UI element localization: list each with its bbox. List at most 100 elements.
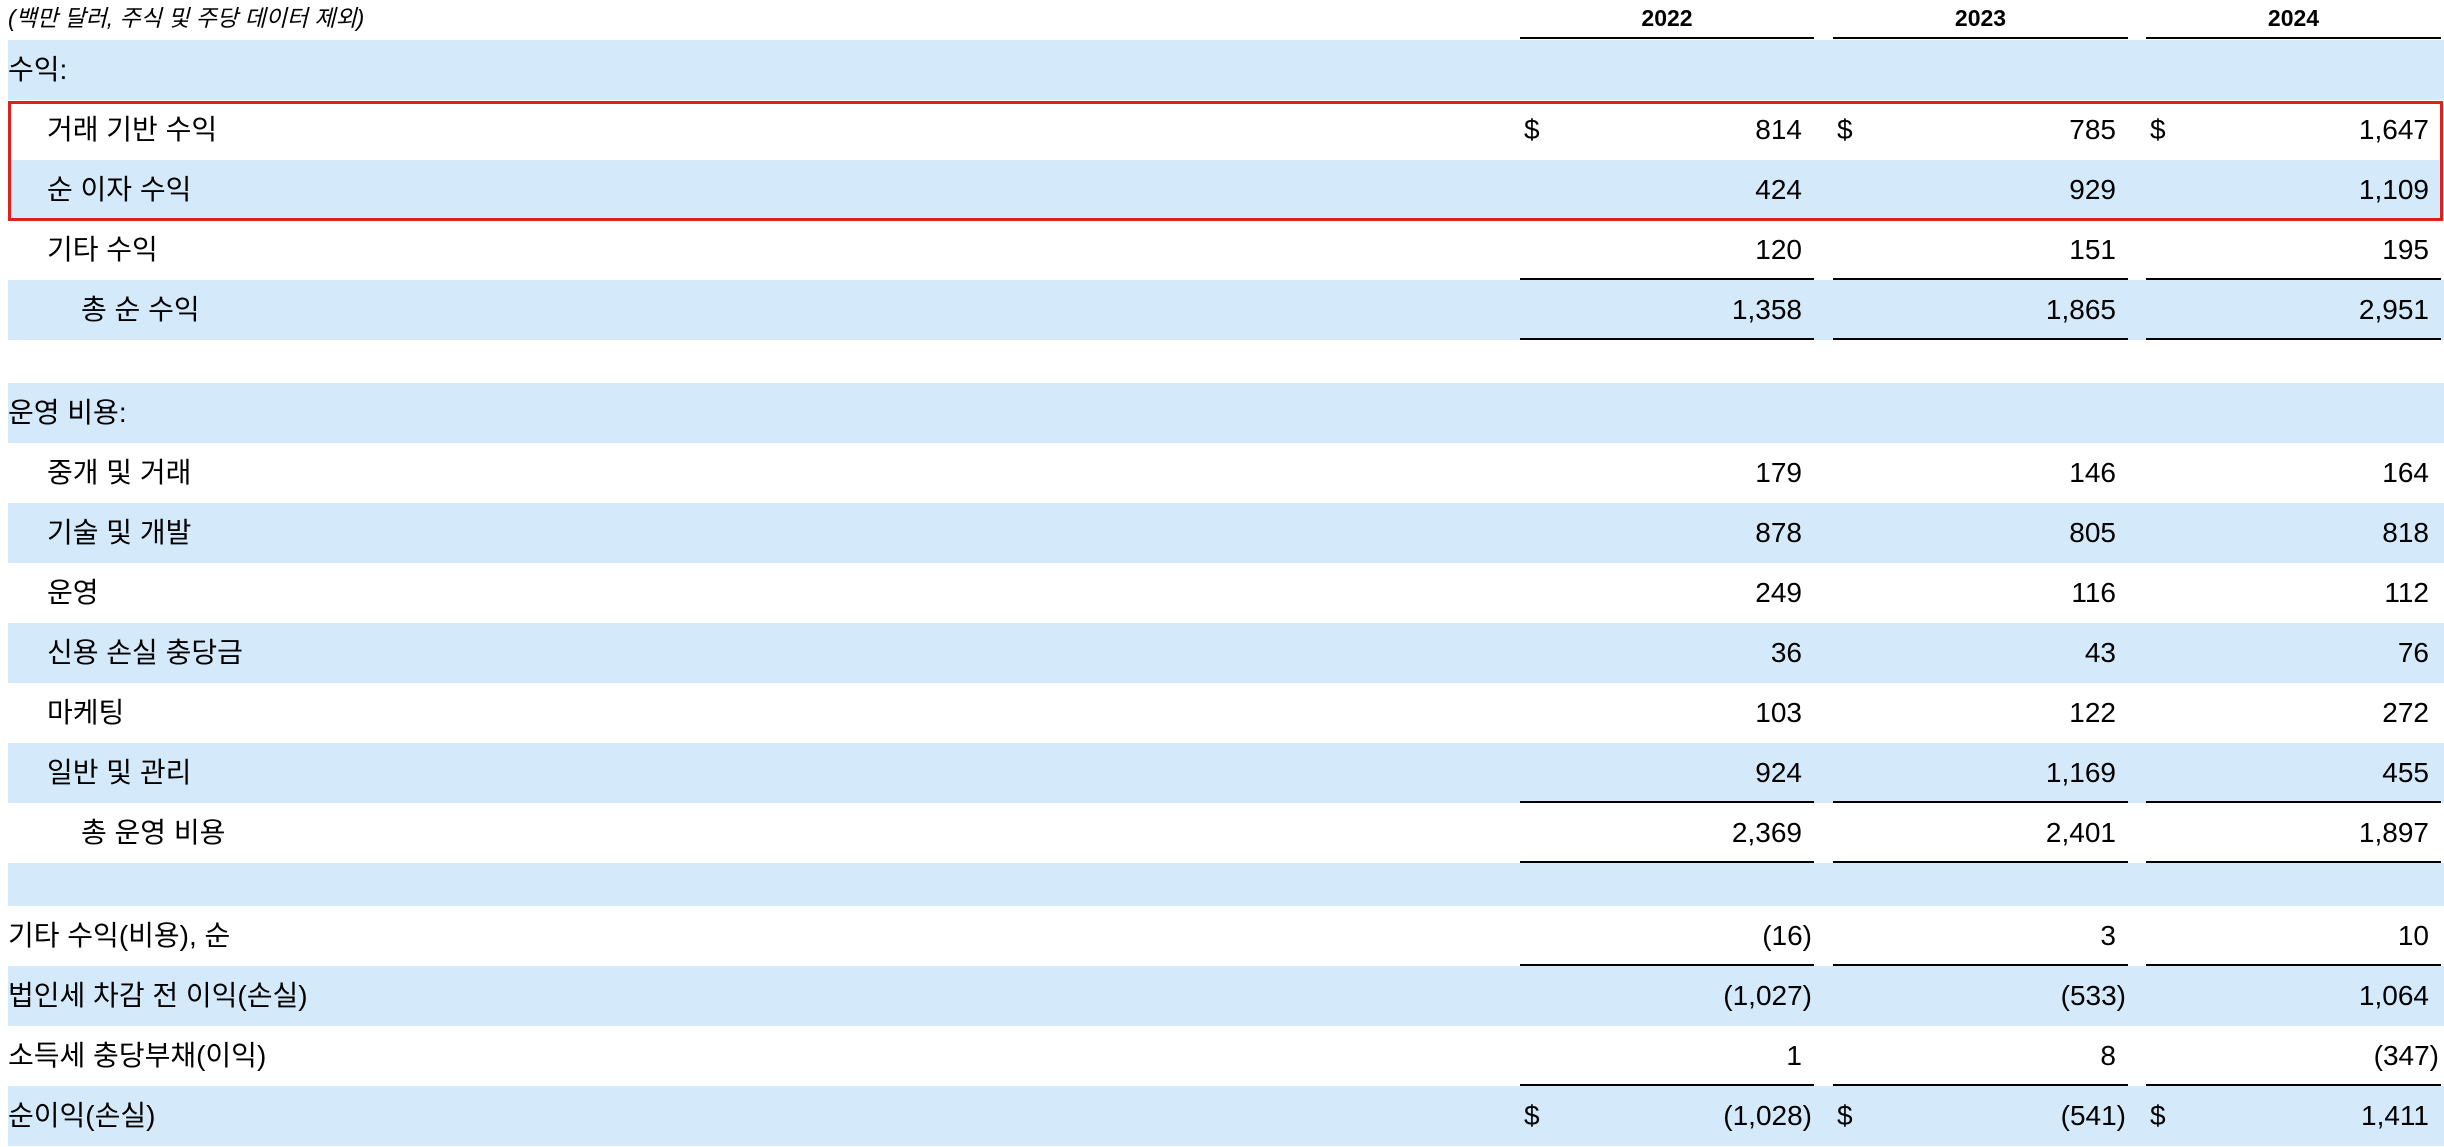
- total-rule: [1833, 1084, 2128, 1086]
- cell-value: 1,897: [2358, 817, 2429, 848]
- cell-value: 929: [2069, 174, 2116, 205]
- total-rule: [1833, 278, 2128, 280]
- row-label: 마케팅: [47, 697, 125, 728]
- cell-value: (347): [2373, 1040, 2439, 1071]
- total-rule: [1520, 278, 1814, 280]
- cell-value: 120: [1755, 234, 1802, 265]
- cell-value: 805: [2069, 517, 2116, 548]
- row-label: 총 순 수익: [81, 294, 200, 325]
- total-rule: [2146, 1084, 2441, 1086]
- cell-value: 924: [1755, 757, 1802, 788]
- row-shading: [8, 966, 2444, 1026]
- cell-value: 43: [2084, 637, 2116, 668]
- total-rule: [2146, 861, 2441, 863]
- row-label: 운영 비용:: [8, 397, 127, 428]
- row-shading: [8, 623, 2444, 683]
- currency-symbol: $: [2150, 114, 2166, 145]
- total-rule: [2146, 964, 2441, 966]
- spacer-row: [8, 863, 2444, 906]
- cell-value: 2,369: [1731, 817, 1802, 848]
- total-rule: [2146, 801, 2441, 803]
- cell-value: 76: [2397, 637, 2429, 668]
- row-label: 운영: [47, 577, 99, 608]
- cell-value: 164: [2382, 457, 2429, 488]
- cell-value: 1,109: [2358, 174, 2429, 205]
- row-label: 수익:: [8, 54, 68, 85]
- header-rule: [1520, 37, 1814, 39]
- cell-value: 8: [2100, 1040, 2116, 1071]
- row-shading: [8, 743, 2444, 803]
- cell-value: 116: [2071, 577, 2116, 608]
- cell-value: 2,951: [2358, 294, 2429, 325]
- row-label: 총 운영 비용: [81, 817, 226, 848]
- cell-value: 10: [2397, 920, 2429, 951]
- year-heading: 2023: [1954, 5, 2007, 31]
- cell-value: (1,027): [1723, 980, 1812, 1011]
- header-note: (백만 달러, 주식 및 주당 데이터 제외): [8, 5, 365, 31]
- total-rule: [1520, 1084, 1814, 1086]
- row-label: 순 이자 수익: [47, 174, 192, 205]
- row-label: 기타 수익(비용), 순: [8, 920, 231, 951]
- cell-value: 2,401: [2045, 817, 2116, 848]
- row-shading: [8, 160, 2444, 220]
- cell-value: 195: [2382, 234, 2429, 265]
- currency-symbol: $: [1524, 1100, 1540, 1131]
- row-label: 중개 및 거래: [47, 457, 192, 488]
- total-rule: [1520, 861, 1814, 863]
- cell-value: (16): [1762, 920, 1812, 951]
- cell-value: 272: [2382, 697, 2429, 728]
- total-rule: [1833, 801, 2128, 803]
- row-label: 법인세 차감 전 이익(손실): [8, 980, 308, 1011]
- cell-value: 146: [2069, 457, 2116, 488]
- cell-value: 1,169: [2045, 757, 2116, 788]
- row-shading: [8, 503, 2444, 563]
- row-shading: [8, 40, 2444, 100]
- cell-value: 3: [2100, 920, 2116, 951]
- total-rule: [2146, 278, 2441, 280]
- cell-value: 878: [1755, 517, 1802, 548]
- cell-value: 818: [2382, 517, 2429, 548]
- year-heading: 2024: [2267, 5, 2320, 31]
- total-rule: [1833, 338, 2128, 340]
- cell-value: (1,028): [1723, 1100, 1812, 1131]
- cell-value: 179: [1755, 457, 1802, 488]
- cell-value: 455: [2382, 757, 2429, 788]
- cell-value: 1,411: [2361, 1100, 2429, 1131]
- cell-value: 1,064: [2358, 980, 2429, 1011]
- row-label: 기술 및 개발: [47, 517, 192, 548]
- row-shading: [8, 280, 2444, 340]
- highlight-box: [8, 101, 2443, 221]
- cell-value: 1,865: [2045, 294, 2116, 325]
- row-shading: [8, 383, 2444, 443]
- cell-value: 814: [1755, 114, 1802, 145]
- total-rule: [1520, 338, 1814, 340]
- currency-symbol: $: [1837, 114, 1853, 145]
- cell-value: 103: [1755, 697, 1802, 728]
- row-shading: [8, 1086, 2444, 1146]
- cell-value: 424: [1755, 174, 1802, 205]
- cell-value: 36: [1770, 637, 1802, 668]
- total-rule: [1833, 861, 2128, 863]
- row-label: 거래 기반 수익: [47, 114, 218, 145]
- currency-symbol: $: [1837, 1100, 1853, 1131]
- cell-value: 1,647: [2358, 114, 2429, 145]
- row-label: 순이익(손실): [8, 1100, 156, 1131]
- row-label: 일반 및 관리: [47, 757, 192, 788]
- cell-value: 1: [1786, 1040, 1802, 1071]
- currency-symbol: $: [2150, 1100, 2166, 1131]
- currency-symbol: $: [1524, 114, 1540, 145]
- total-rule: [2146, 338, 2441, 340]
- cell-value: 122: [2069, 697, 2116, 728]
- year-heading: 2022: [1641, 5, 1693, 31]
- total-rule: [1833, 964, 2128, 966]
- cell-value: 112: [2384, 577, 2429, 608]
- total-rule: [1520, 801, 1814, 803]
- row-label: 기타 수익: [47, 234, 158, 265]
- header-rule: [2146, 37, 2441, 39]
- cell-value: 785: [2069, 114, 2116, 145]
- cell-value: 151: [2069, 234, 2116, 265]
- cell-value: 249: [1755, 577, 1802, 608]
- cell-value: 1,358: [1731, 294, 1802, 325]
- total-rule: [1520, 964, 1814, 966]
